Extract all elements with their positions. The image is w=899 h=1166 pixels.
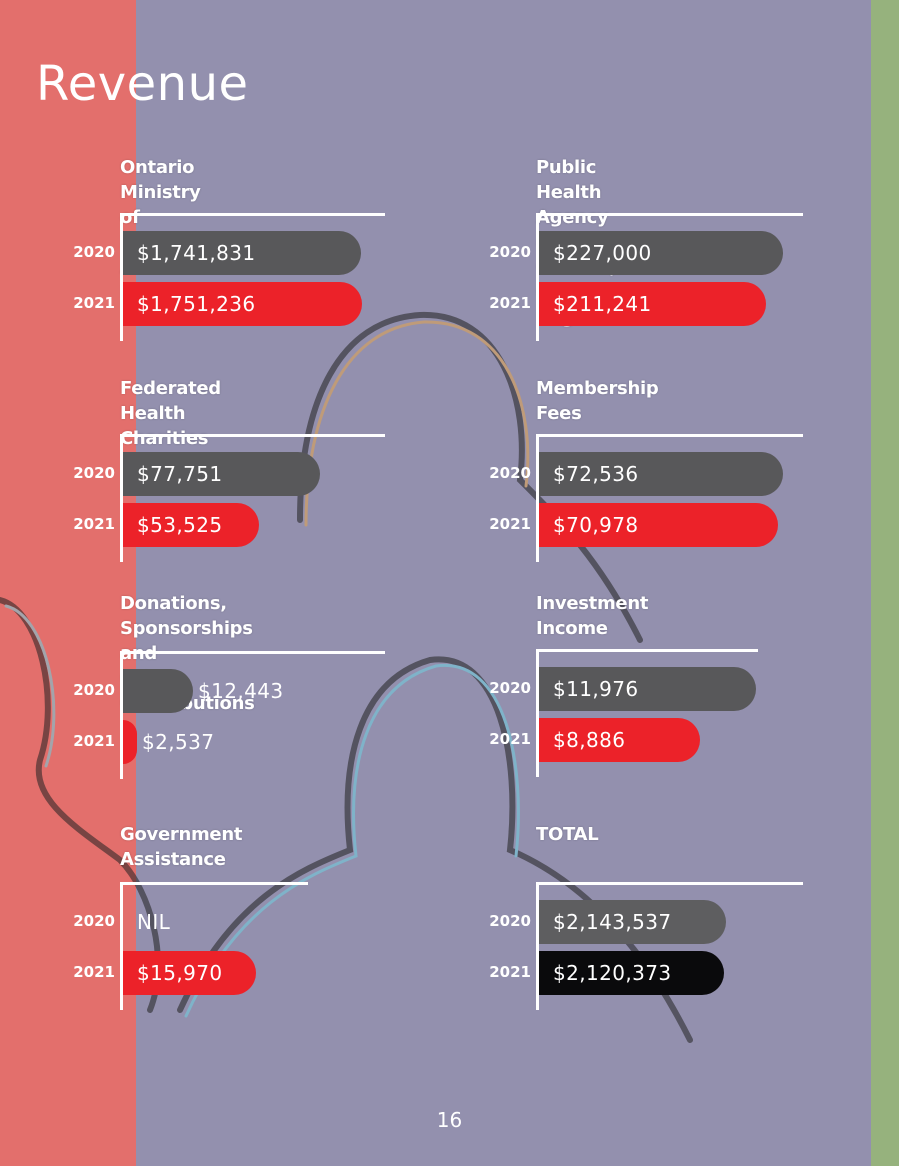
bar-2020 xyxy=(123,669,193,713)
year-label-2021: 2021 xyxy=(489,963,531,981)
year-label-2020: 2020 xyxy=(489,464,531,482)
value-label-2021: $70,978 xyxy=(553,513,639,537)
value-label-2021: $8,886 xyxy=(553,728,626,752)
year-label-2020: 2020 xyxy=(73,912,115,930)
year-label-2021: 2021 xyxy=(489,294,531,312)
year-label-2021: 2021 xyxy=(73,732,115,750)
left-color-band xyxy=(0,0,136,1166)
value-label-2021: $53,525 xyxy=(137,513,223,537)
bar-2021 xyxy=(123,282,362,326)
year-label-2021: 2021 xyxy=(73,963,115,981)
chart-top-rule xyxy=(120,651,385,654)
chart-axis xyxy=(536,882,539,1010)
value-label-2020: $77,751 xyxy=(137,462,223,486)
chart-top-rule xyxy=(536,213,803,216)
chart-top-rule xyxy=(536,434,803,437)
bar-2021 xyxy=(539,282,766,326)
bar-2021 xyxy=(539,503,778,547)
bar-2020 xyxy=(539,231,783,275)
bar-2021 xyxy=(539,951,724,995)
year-label-2020: 2020 xyxy=(489,679,531,697)
chart-title: Membership Fees xyxy=(536,378,659,424)
value-label-2021: $2,120,373 xyxy=(553,961,672,985)
value-label-2021: $15,970 xyxy=(137,961,223,985)
bar-2021 xyxy=(123,720,137,764)
chart-axis xyxy=(536,213,539,341)
value-label-2020: $1,741,831 xyxy=(137,241,256,265)
page-number: 16 xyxy=(436,1108,463,1132)
bar-2021 xyxy=(123,503,259,547)
bar-2021 xyxy=(539,718,700,762)
value-label-2021: $211,241 xyxy=(553,292,652,316)
chart-axis xyxy=(120,213,123,341)
chart-axis xyxy=(536,434,539,562)
bar-2020 xyxy=(123,231,361,275)
chart-axis xyxy=(120,651,123,779)
value-label-2021: $1,751,236 xyxy=(137,292,256,316)
value-label-2020: $12,443 xyxy=(198,679,284,703)
year-label-2021: 2021 xyxy=(489,515,531,533)
year-label-2020: 2020 xyxy=(489,243,531,261)
chart-title: Federated Health Charities xyxy=(120,378,221,449)
value-label-2020: $72,536 xyxy=(553,462,639,486)
value-label-2020: $2,143,537 xyxy=(553,910,672,934)
year-label-2021: 2021 xyxy=(73,515,115,533)
year-label-2021: 2021 xyxy=(73,294,115,312)
year-label-2020: 2020 xyxy=(73,681,115,699)
chart-title: TOTAL xyxy=(536,824,599,845)
year-label-2020: 2020 xyxy=(489,912,531,930)
bar-2020 xyxy=(123,452,320,496)
value-label-2020: $227,000 xyxy=(553,241,652,265)
chart-title: Government Assistance xyxy=(120,824,243,870)
chart-top-rule xyxy=(120,882,308,885)
chart-top-rule xyxy=(536,882,803,885)
year-label-2020: 2020 xyxy=(73,464,115,482)
chart-axis xyxy=(120,434,123,562)
right-color-band xyxy=(871,0,899,1166)
value-label-2020: NIL xyxy=(137,910,171,934)
bar-2020 xyxy=(539,452,783,496)
chart-top-rule xyxy=(120,213,385,216)
year-label-2020: 2020 xyxy=(73,243,115,261)
chart-axis xyxy=(120,882,123,1010)
value-label-2021: $2,537 xyxy=(142,730,215,754)
chart-top-rule xyxy=(120,434,385,437)
year-label-2021: 2021 xyxy=(489,730,531,748)
page-title: Revenue xyxy=(36,56,249,112)
bar-2021 xyxy=(123,951,256,995)
value-label-2020: $11,976 xyxy=(553,677,639,701)
chart-axis xyxy=(536,649,539,777)
chart-title: Investment Income xyxy=(536,593,649,639)
chart-top-rule xyxy=(536,649,758,652)
bar-2020 xyxy=(539,900,726,944)
bar-2020 xyxy=(539,667,756,711)
